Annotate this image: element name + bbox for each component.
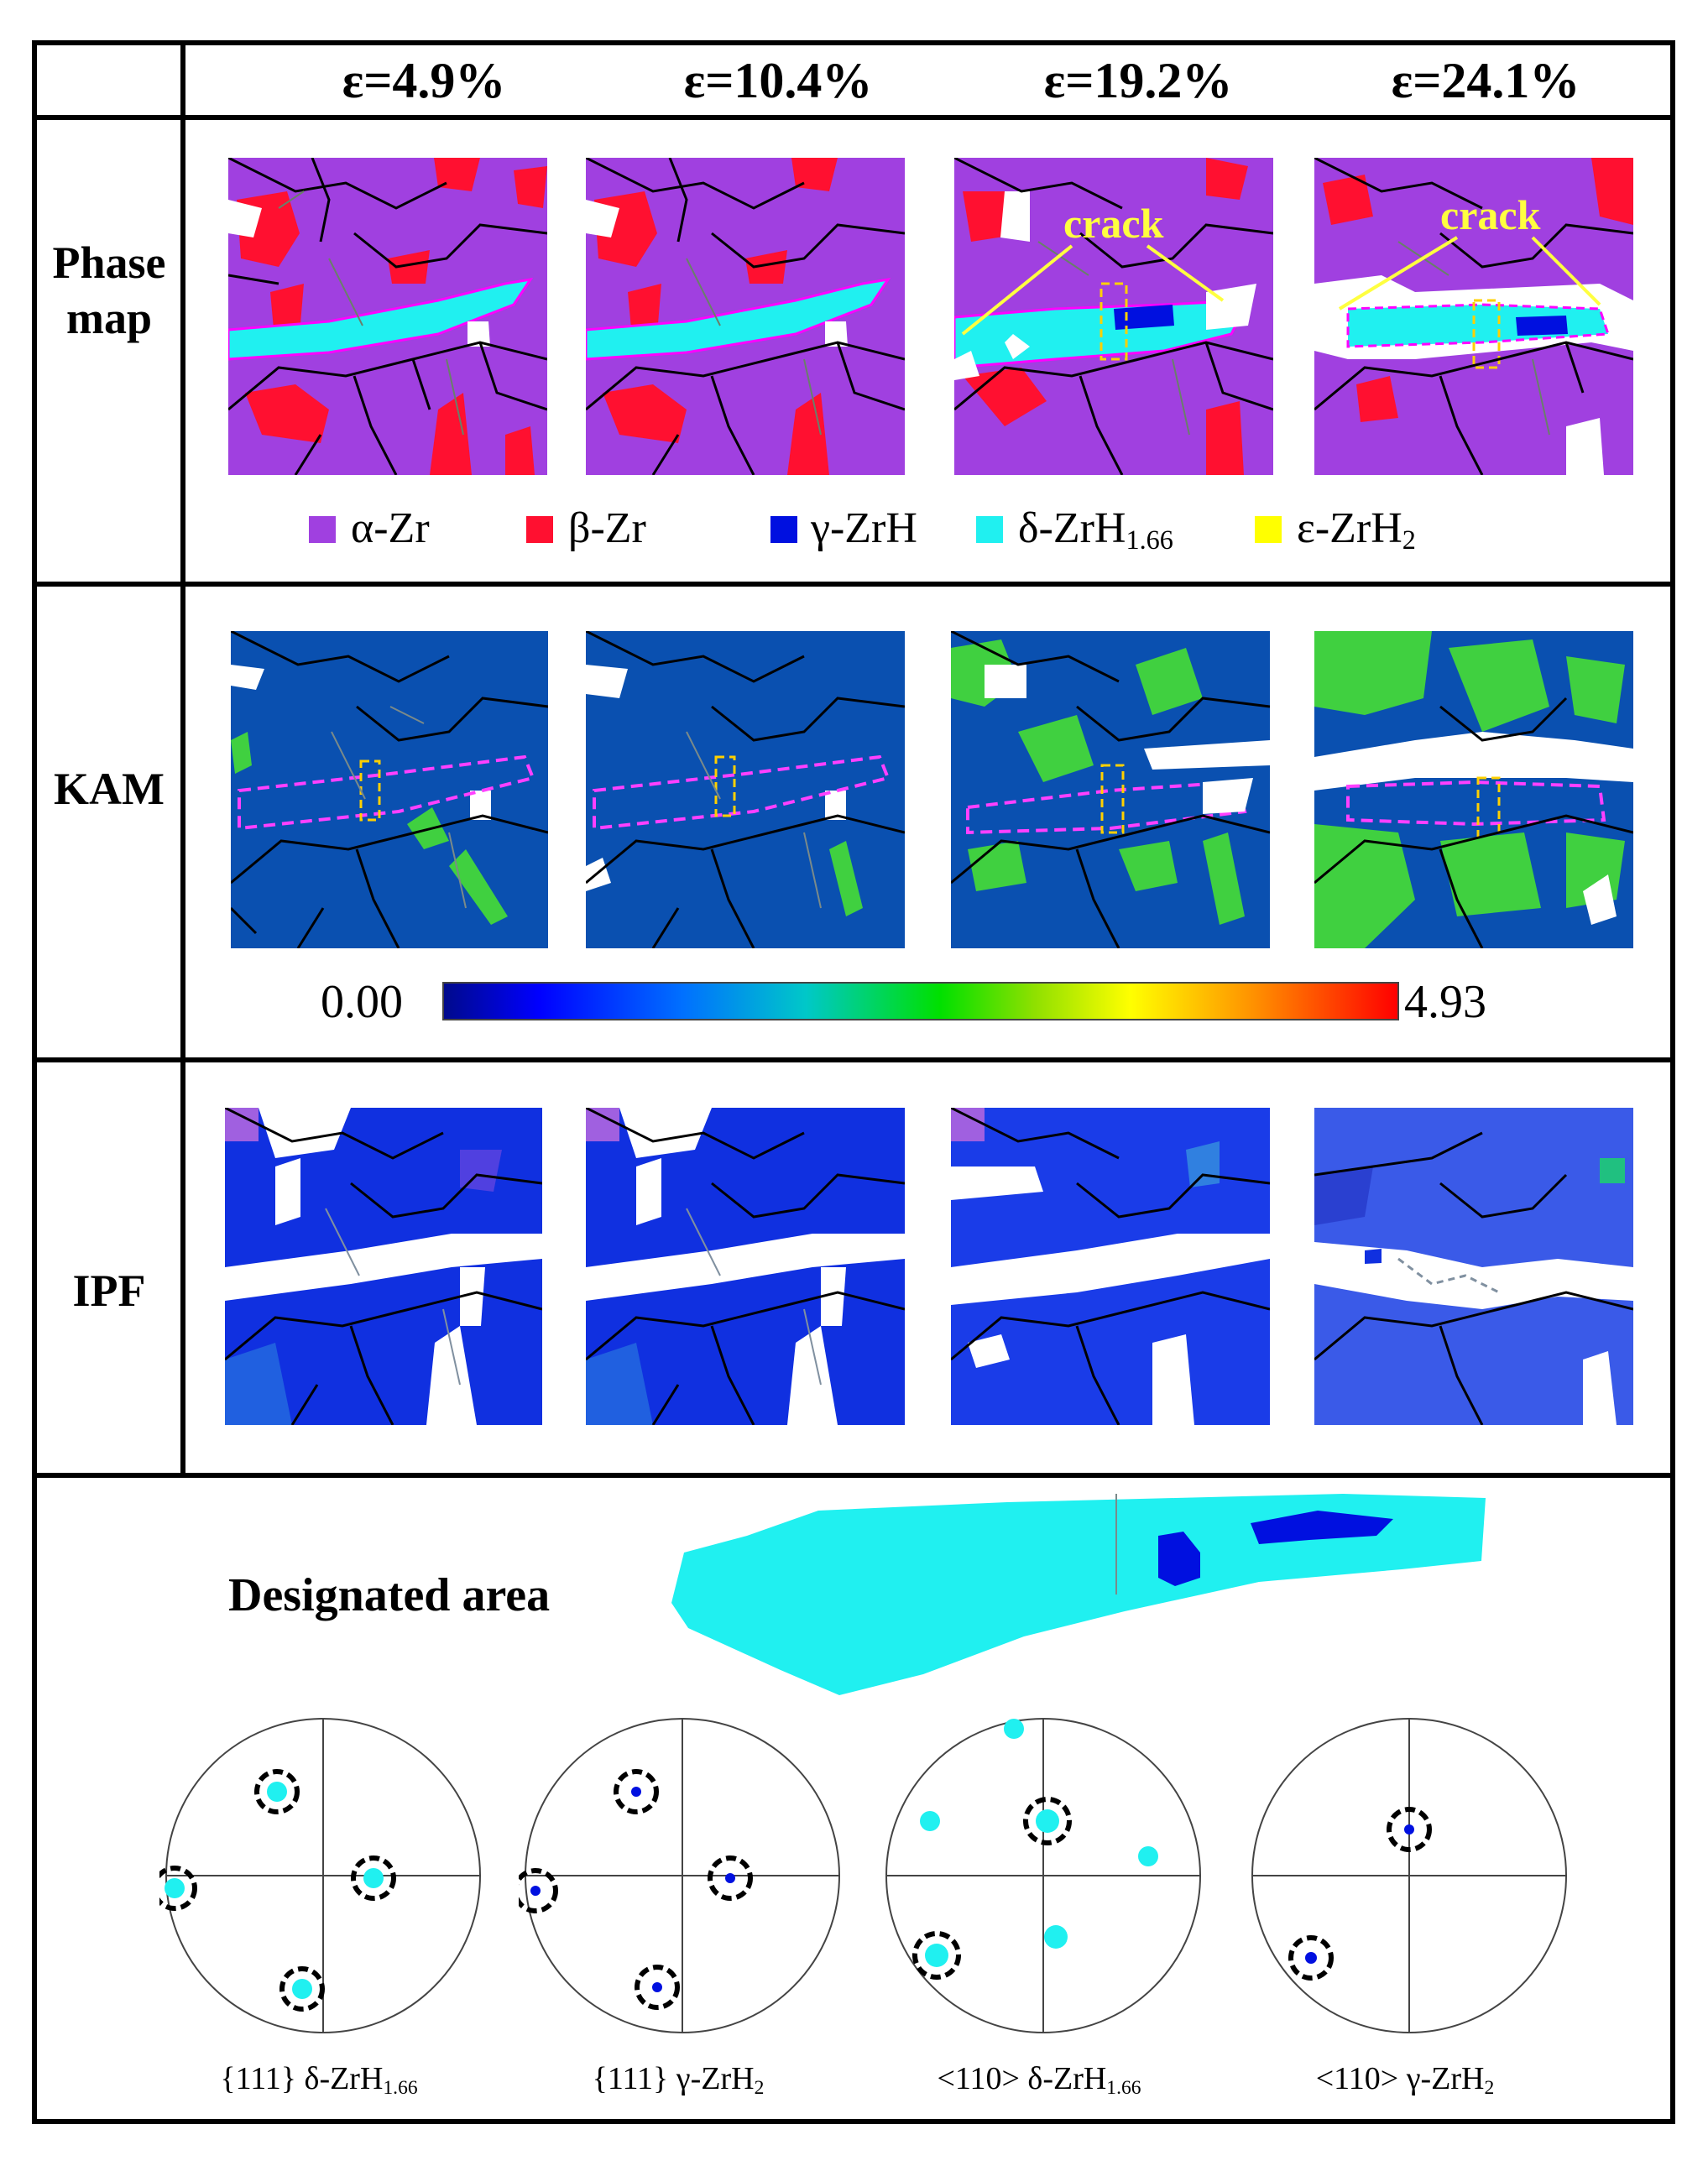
legend-label-epsilon: ε-ZrH2 [1297, 504, 1416, 556]
legend-delta-text: δ-ZrH [1018, 504, 1126, 552]
legend-label-beta: β-Zr [568, 504, 646, 552]
phase-map-panel-1 [228, 158, 547, 475]
pf-caption-2-text: {111} γ-ZrH [592, 2061, 755, 2096]
kam-scale-min: 0.00 [321, 976, 403, 1028]
legend-epsilon-text: ε-ZrH [1297, 504, 1402, 552]
kam-panel-2 [586, 631, 905, 948]
strain-header-2: ε=10.4% [683, 53, 873, 108]
figure-frame [32, 40, 1675, 2124]
pole-figure-caption-3: <110> δ-ZrH1.66 [888, 2060, 1190, 2100]
designated-area-label: Designated area [228, 1569, 551, 1621]
strain-header-4: ε=24.1% [1391, 53, 1580, 108]
pf-caption-4-sub: 2 [1484, 2076, 1495, 2099]
ipf-panel-3 [951, 1108, 1270, 1425]
legend-swatch-delta [976, 516, 1003, 543]
pf-caption-3-text: <110> δ-ZrH [937, 2061, 1107, 2096]
pf-caption-4-text: <110> γ-ZrH [1315, 2061, 1485, 2096]
ipf-panel-4 [1314, 1108, 1633, 1425]
ipf-panel-2 [586, 1108, 905, 1425]
pole-figure-4 [1246, 1712, 1573, 2039]
legend-delta-sub: 1.66 [1126, 525, 1173, 556]
pf-caption-1-sub: 1.66 [383, 2076, 418, 2099]
legend-epsilon-sub: 2 [1402, 525, 1416, 556]
column-divider [180, 40, 185, 1475]
strain-header-3: ε=19.2% [1043, 53, 1233, 108]
row-divider [32, 1057, 1675, 1062]
row-label-phase-map: Phase map [37, 235, 181, 346]
legend-swatch-beta [526, 516, 553, 543]
pole-figure-caption-2: {111} γ-ZrH2 [527, 2060, 829, 2100]
pole-figure-caption-1: {111} δ-ZrH1.66 [168, 2060, 470, 2100]
legend-swatch-alpha [309, 516, 336, 543]
legend-label-alpha: α-Zr [351, 504, 430, 552]
pf-caption-3-sub: 1.66 [1106, 2076, 1141, 2099]
kam-panel-1 [231, 631, 548, 948]
row-label-kam: KAM [54, 764, 165, 814]
designated-area-map [671, 1494, 1486, 1695]
crack-label-1: crack [1063, 200, 1164, 247]
legend-label-gamma: γ-ZrH [811, 504, 917, 552]
pole-figure-3 [880, 1712, 1207, 2039]
kam-panel-3 [951, 631, 1270, 948]
legend-swatch-epsilon [1255, 516, 1282, 543]
crack-label-2: crack [1440, 191, 1541, 238]
phase-map-panel-4: crack [1314, 158, 1633, 475]
pole-figure-2 [513, 1712, 846, 2039]
pf-caption-2-sub: 2 [754, 2076, 765, 2099]
row-label-phase-line1: Phase [52, 237, 166, 288]
row-label-phase-line2: map [65, 293, 152, 343]
strain-header-1: ε=4.9% [342, 53, 506, 108]
legend-label-delta: δ-ZrH1.66 [1018, 504, 1173, 556]
phase-map-panel-3: crack [954, 158, 1273, 475]
legend-swatch-gamma [770, 516, 797, 543]
row-divider [32, 582, 1675, 587]
row-label-ipf: IPF [72, 1266, 146, 1316]
phase-map-panel-2 [586, 158, 905, 475]
kam-colorbar [442, 982, 1399, 1020]
row-divider [32, 115, 1675, 120]
pf-caption-1-text: {111} δ-ZrH [220, 2061, 384, 2096]
pole-figure-caption-4: <110> γ-ZrH2 [1254, 2060, 1556, 2100]
ipf-panel-1 [225, 1108, 542, 1425]
row-divider [32, 1473, 1675, 1478]
kam-panel-4 [1314, 631, 1633, 948]
pole-figure-1 [152, 1712, 487, 2039]
kam-scale-max: 4.93 [1404, 976, 1486, 1028]
